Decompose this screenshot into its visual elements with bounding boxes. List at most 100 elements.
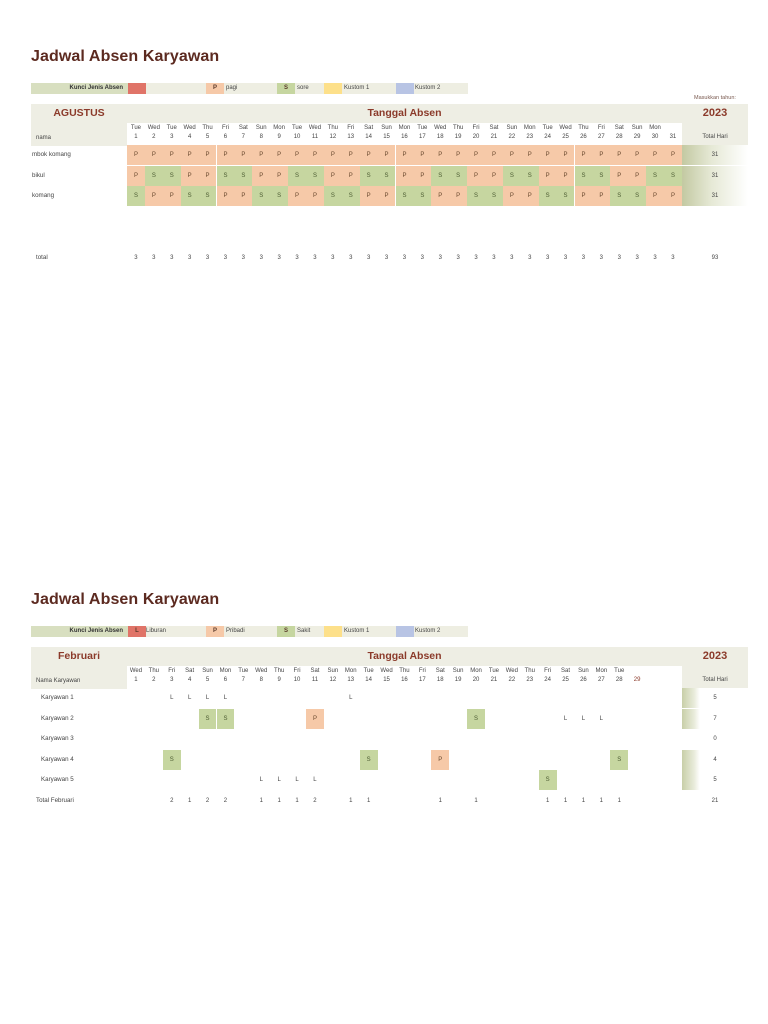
attendance-cell[interactable]: P xyxy=(359,186,378,206)
attendance-cell[interactable] xyxy=(628,688,646,708)
attendance-cell[interactable] xyxy=(181,770,199,790)
attendance-cell[interactable]: P xyxy=(413,145,432,165)
attendance-cell[interactable] xyxy=(163,729,181,749)
attendance-cell[interactable] xyxy=(360,688,378,708)
attendance-cell[interactable] xyxy=(431,709,449,729)
attendance-cell[interactable] xyxy=(449,688,467,708)
employee-name[interactable]: Karyawan 5 xyxy=(41,776,74,783)
attendance-cell[interactable] xyxy=(199,770,217,790)
attendance-cell[interactable]: P xyxy=(377,186,396,206)
attendance-cell[interactable] xyxy=(234,750,252,770)
attendance-cell[interactable] xyxy=(199,750,217,770)
attendance-cell[interactable]: P xyxy=(664,186,682,206)
attendance-cell[interactable] xyxy=(145,709,163,729)
attendance-cell[interactable] xyxy=(270,688,288,708)
attendance-cell[interactable]: P xyxy=(431,145,450,165)
attendance-cell[interactable]: S xyxy=(520,165,539,186)
attendance-cell[interactable] xyxy=(396,729,414,749)
attendance-cell[interactable]: P xyxy=(502,186,521,206)
attendance-cell[interactable]: P xyxy=(467,145,485,165)
attendance-cell[interactable]: S xyxy=(610,186,629,206)
attendance-cell[interactable] xyxy=(234,770,252,790)
attendance-cell[interactable] xyxy=(163,770,181,790)
attendance-cell[interactable]: P xyxy=(538,165,557,186)
attendance-cell[interactable] xyxy=(592,729,610,749)
attendance-cell[interactable]: P xyxy=(323,145,342,165)
attendance-cell[interactable]: S xyxy=(216,165,235,186)
attendance-cell[interactable] xyxy=(217,770,235,790)
attendance-cell[interactable]: P xyxy=(574,186,593,206)
attendance-cell[interactable]: P xyxy=(610,165,629,186)
attendance-cell[interactable] xyxy=(163,709,181,729)
attendance-cell[interactable] xyxy=(181,729,199,749)
attendance-cell[interactable] xyxy=(288,709,306,729)
legend-swatch-custom1[interactable] xyxy=(324,83,342,94)
attendance-cell[interactable] xyxy=(252,709,270,729)
attendance-cell[interactable]: S xyxy=(359,165,378,186)
attendance-cell[interactable] xyxy=(324,770,342,790)
attendance-cell[interactable] xyxy=(324,729,342,749)
attendance-cell[interactable]: S xyxy=(288,165,306,186)
attendance-cell[interactable] xyxy=(503,688,521,708)
attendance-cell[interactable] xyxy=(360,709,378,729)
attendance-cell[interactable]: P xyxy=(288,186,306,206)
legend-swatch-personal[interactable]: P xyxy=(206,626,224,637)
attendance-cell[interactable] xyxy=(145,688,163,708)
attendance-cell[interactable] xyxy=(234,688,252,708)
attendance-cell[interactable] xyxy=(145,729,163,749)
attendance-cell[interactable] xyxy=(252,729,270,749)
attendance-cell[interactable] xyxy=(270,750,288,770)
attendance-cell[interactable] xyxy=(413,770,431,790)
attendance-cell[interactable]: S xyxy=(180,186,199,206)
attendance-cell[interactable] xyxy=(485,729,503,749)
attendance-cell[interactable]: P xyxy=(144,186,163,206)
attendance-cell[interactable]: S xyxy=(628,186,647,206)
attendance-cell[interactable] xyxy=(521,770,539,790)
attendance-cell[interactable]: S xyxy=(574,165,593,186)
attendance-cell[interactable] xyxy=(378,750,396,770)
attendance-cell[interactable]: P xyxy=(431,749,450,770)
attendance-cell[interactable]: L xyxy=(277,777,281,783)
attendance-cell[interactable] xyxy=(413,729,431,749)
attendance-cell[interactable] xyxy=(628,750,646,770)
attendance-cell[interactable]: S xyxy=(664,165,682,186)
attendance-cell[interactable] xyxy=(145,770,163,790)
year-input[interactable]: 2023 xyxy=(702,650,728,662)
attendance-cell[interactable]: S xyxy=(270,186,289,206)
attendance-cell[interactable] xyxy=(503,750,521,770)
attendance-cell[interactable] xyxy=(557,729,575,749)
attendance-cell[interactable]: P xyxy=(341,165,360,186)
attendance-cell[interactable]: P xyxy=(252,145,271,165)
attendance-cell[interactable]: S xyxy=(323,186,342,206)
attendance-cell[interactable]: P xyxy=(413,165,432,186)
attendance-cell[interactable] xyxy=(449,709,467,729)
attendance-cell[interactable]: P xyxy=(520,145,539,165)
legend-swatch-holiday[interactable]: L xyxy=(128,626,146,637)
attendance-cell[interactable] xyxy=(575,688,593,708)
attendance-cell[interactable] xyxy=(217,750,235,770)
attendance-cell[interactable]: P xyxy=(485,165,503,186)
attendance-cell[interactable]: L xyxy=(349,695,353,701)
attendance-cell[interactable]: P xyxy=(306,145,324,165)
attendance-cell[interactable] xyxy=(234,709,252,729)
attendance-cell[interactable] xyxy=(557,688,575,708)
attendance-cell[interactable]: L xyxy=(205,695,210,701)
attendance-cell[interactable] xyxy=(288,750,306,770)
attendance-cell[interactable]: P xyxy=(502,145,521,165)
attendance-cell[interactable]: S xyxy=(216,708,235,729)
attendance-cell[interactable]: S xyxy=(413,186,432,206)
attendance-cell[interactable] xyxy=(127,729,145,749)
attendance-cell[interactable]: P xyxy=(180,145,199,165)
attendance-cell[interactable] xyxy=(306,729,324,749)
attendance-cell[interactable]: P xyxy=(664,145,682,165)
legend-swatch-sick[interactable]: S xyxy=(277,626,295,637)
attendance-cell[interactable] xyxy=(503,729,521,749)
employee-name[interactable]: Karyawan 2 xyxy=(41,714,74,722)
attendance-cell[interactable]: S xyxy=(162,749,181,770)
legend-swatch-custom2[interactable] xyxy=(396,626,414,637)
attendance-cell[interactable] xyxy=(449,750,467,770)
attendance-cell[interactable]: P xyxy=(216,186,235,206)
attendance-cell[interactable] xyxy=(431,729,449,749)
attendance-cell[interactable] xyxy=(396,709,414,729)
attendance-cell[interactable] xyxy=(503,770,521,790)
